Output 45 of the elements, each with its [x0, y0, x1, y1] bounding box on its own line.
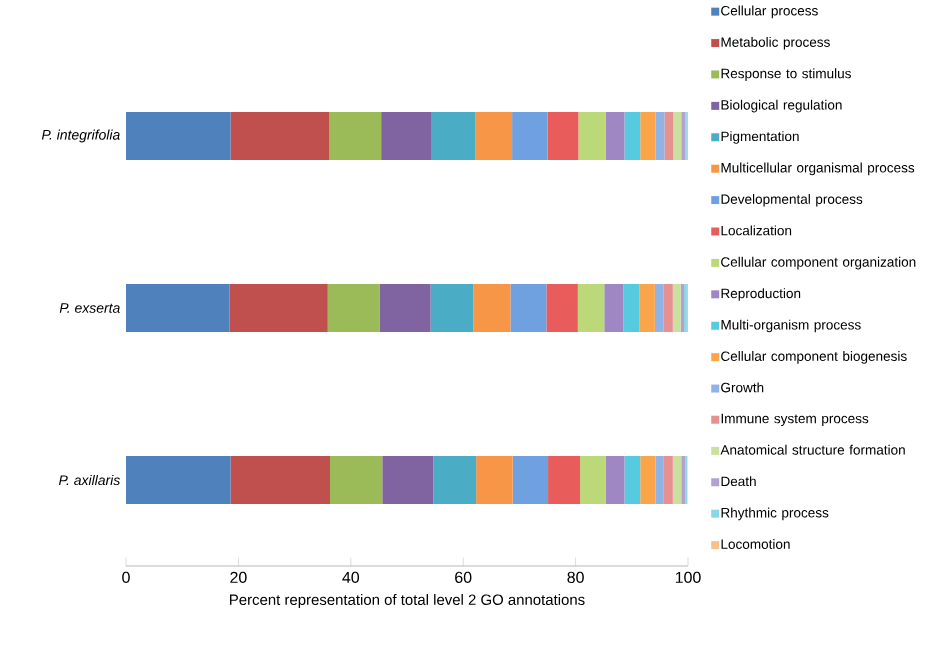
bar	[476, 456, 513, 505]
bar	[229, 284, 328, 333]
bar	[329, 112, 382, 161]
bar	[431, 112, 476, 161]
bar	[230, 112, 330, 161]
bar	[230, 456, 331, 505]
bar	[512, 112, 548, 161]
bar	[663, 456, 673, 505]
bar	[580, 456, 606, 505]
bar	[655, 112, 665, 161]
bar	[433, 456, 477, 505]
bar	[605, 456, 625, 505]
bar	[639, 284, 655, 333]
bar	[126, 456, 231, 505]
bar	[663, 284, 673, 333]
bar	[672, 284, 681, 333]
bar	[578, 112, 606, 161]
bar	[640, 456, 656, 505]
bar	[510, 284, 547, 333]
bar	[475, 112, 513, 161]
bar	[548, 456, 581, 505]
bar	[546, 284, 578, 333]
bar	[547, 112, 579, 161]
bar	[473, 284, 511, 333]
bar	[381, 112, 432, 161]
bar	[126, 284, 230, 333]
bar	[512, 456, 549, 505]
bar	[330, 456, 383, 505]
bar	[379, 284, 431, 333]
bar	[624, 456, 641, 505]
bar	[624, 112, 641, 161]
bar	[623, 284, 640, 333]
bar	[664, 112, 674, 161]
bar	[126, 112, 231, 161]
bar	[430, 284, 474, 333]
bar	[327, 284, 380, 333]
bar	[673, 112, 682, 161]
bar	[604, 284, 624, 333]
bar	[655, 456, 664, 505]
bar	[577, 284, 605, 333]
bar	[382, 456, 434, 505]
bar	[672, 456, 682, 505]
bar	[640, 112, 656, 161]
bar	[605, 112, 625, 161]
bar	[654, 284, 664, 333]
